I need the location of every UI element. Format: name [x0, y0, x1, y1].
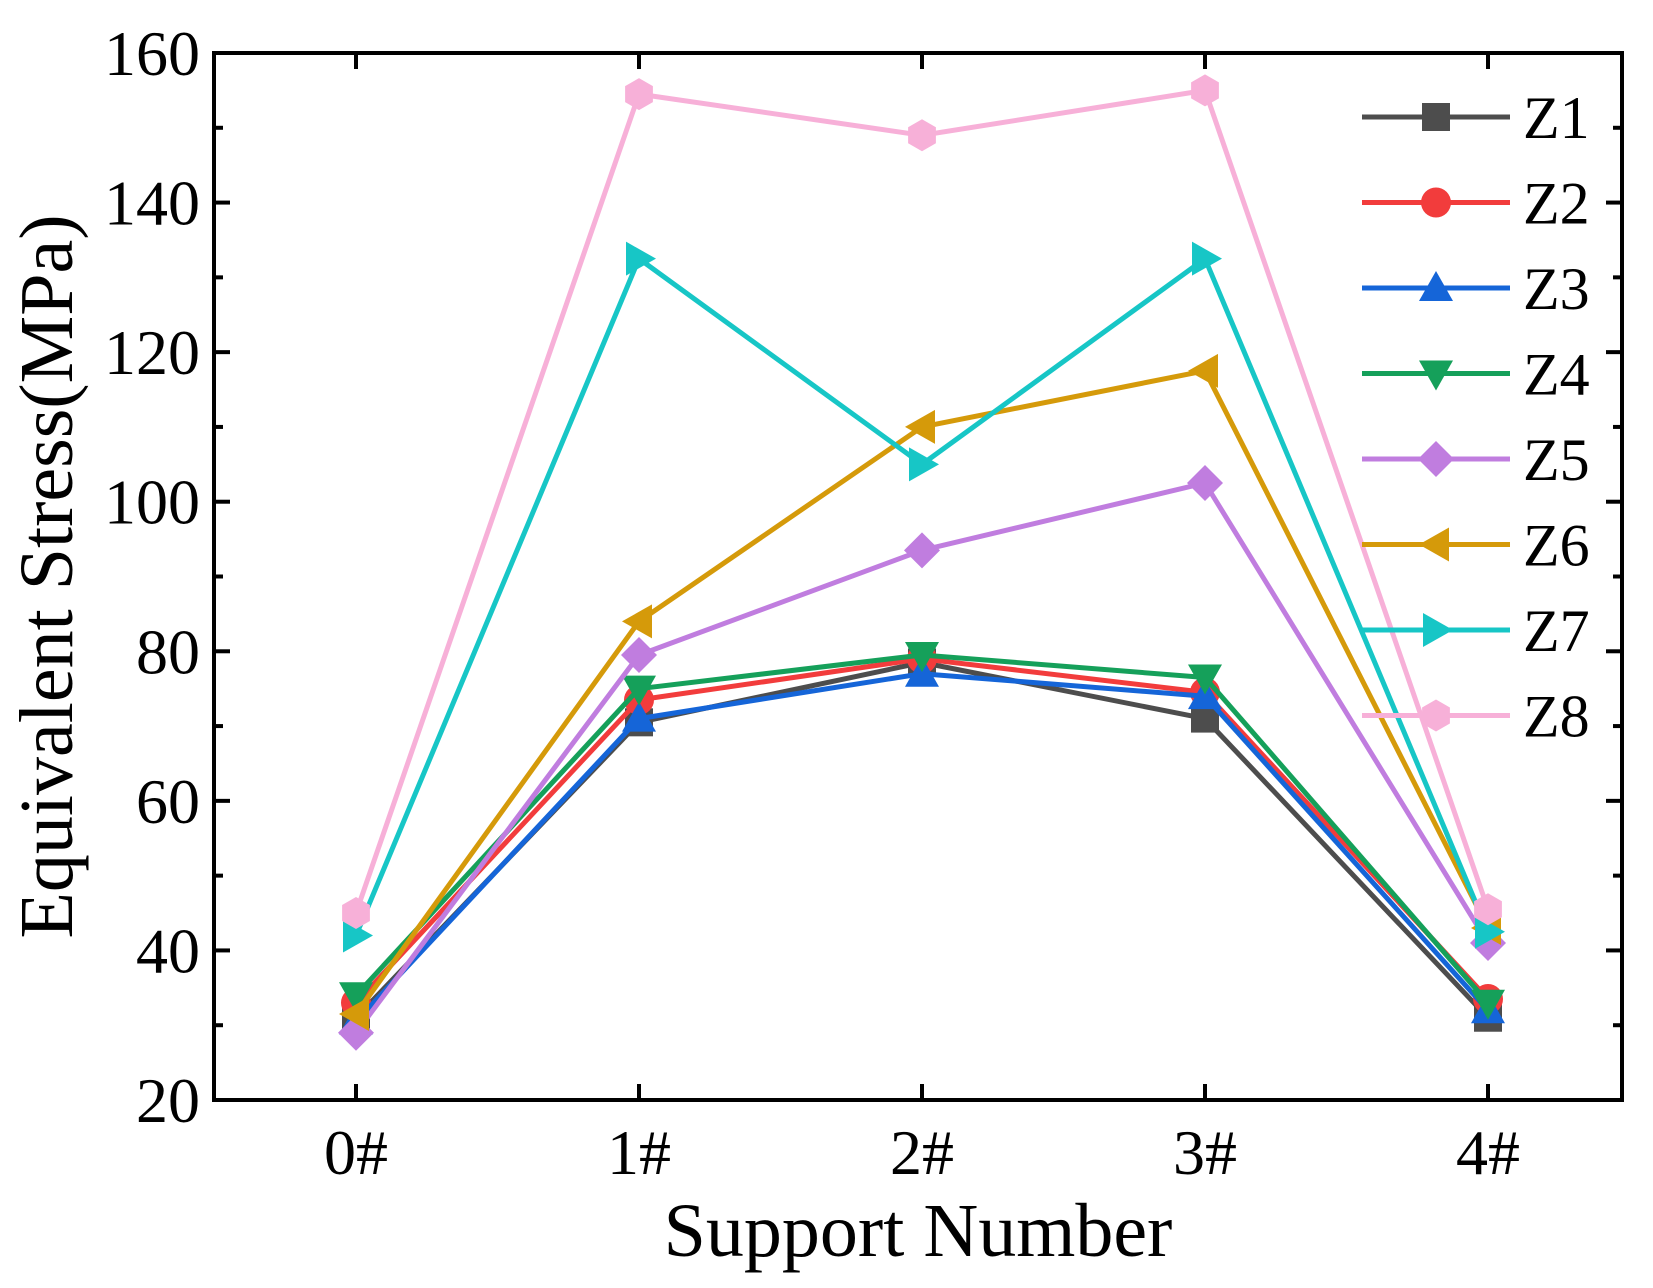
- data-point-z8: [1191, 74, 1219, 107]
- legend-item-z4: Z4: [1362, 342, 1590, 408]
- legend-item-z1: Z1: [1362, 85, 1590, 151]
- legend-label: Z5: [1523, 427, 1590, 493]
- data-point-z7: [343, 918, 373, 953]
- y-tick-label: 80: [136, 616, 200, 687]
- data-point-z7: [626, 241, 656, 276]
- series-z4: [339, 642, 1505, 1020]
- legend-label: Z7: [1523, 598, 1590, 664]
- legend-marker: [1419, 360, 1453, 391]
- series-z8: [342, 74, 1502, 929]
- legend-item-z6: Z6: [1362, 513, 1590, 579]
- legend-label: Z2: [1523, 171, 1590, 237]
- series-line-z8: [353, 87, 1491, 914]
- legend-item-z8: Z8: [1362, 684, 1590, 750]
- data-point-z4: [1471, 989, 1505, 1020]
- series-line-z2: [354, 656, 1490, 1005]
- legend-item-z5: Z5: [1362, 427, 1590, 493]
- y-axis-title: Equivalent Stress(MPa): [5, 214, 89, 938]
- legend-label: Z6: [1523, 513, 1590, 579]
- legend-marker: [1422, 699, 1450, 732]
- y-tick-label: 20: [136, 1065, 200, 1136]
- legend-item-z3: Z3: [1362, 256, 1590, 322]
- x-tick-label: 0#: [324, 1117, 388, 1188]
- data-point-z4: [905, 642, 939, 673]
- series-line-z4: [354, 652, 1490, 1005]
- data-point-z6: [339, 996, 369, 1031]
- legend: Z1 Z2 Z3 Z4 Z5 Z6 Z7 Z8: [1362, 85, 1590, 750]
- data-point-z5: [904, 532, 940, 569]
- data-point-z4: [622, 675, 656, 706]
- legend-marker: [1419, 527, 1449, 562]
- data-point-z6: [905, 409, 935, 444]
- series-z7: [343, 241, 1505, 953]
- data-point-z7: [1475, 914, 1505, 949]
- legend-item-z2: Z2: [1362, 171, 1590, 237]
- legend-marker: [1419, 271, 1453, 301]
- legend-marker: [1423, 613, 1453, 647]
- data-point-z7: [1192, 241, 1222, 276]
- data-point-z5: [621, 637, 657, 674]
- legend-label: Z1: [1523, 85, 1590, 151]
- legend-marker: [1422, 103, 1450, 131]
- x-tick-label: 3#: [1173, 1117, 1237, 1188]
- data-point-z8: [908, 119, 936, 152]
- legend-marker: [1421, 187, 1451, 218]
- series-z3: [339, 656, 1505, 1035]
- y-tick-label: 100: [104, 467, 200, 538]
- series-z1: [342, 648, 1502, 1032]
- legend-item-z7: Z7: [1362, 598, 1590, 664]
- data-point-z4: [1188, 664, 1222, 695]
- y-tick-label: 40: [136, 915, 200, 986]
- data-point-z7: [909, 447, 939, 482]
- x-axis-title: Support Number: [664, 1189, 1173, 1273]
- data-point-z8: [342, 897, 370, 929]
- data-point-z3: [622, 701, 656, 732]
- series-layer: [338, 74, 1506, 1051]
- y-tick-label: 120: [104, 317, 200, 388]
- x-tick-label: 1#: [607, 1117, 671, 1188]
- y-tick-label: 160: [104, 18, 200, 89]
- data-point-z5: [1187, 465, 1223, 502]
- data-point-z8: [625, 78, 653, 111]
- legend-label: Z4: [1523, 342, 1590, 408]
- legend-label: Z8: [1523, 684, 1590, 750]
- data-point-z6: [622, 604, 652, 639]
- data-point-z8: [1474, 893, 1502, 926]
- data-point-z4: [339, 982, 373, 1013]
- x-tick-label: 4#: [1456, 1117, 1520, 1188]
- series-z6: [339, 353, 1501, 1031]
- legend-label: Z3: [1523, 256, 1590, 322]
- y-tick-label: 140: [104, 168, 200, 239]
- data-point-z6: [1188, 353, 1218, 388]
- x-tick-label: 2#: [890, 1117, 954, 1188]
- axis-ticks: 20 40 60 80 100 120 140 160 0# 1# 2# 3# 4#: [104, 18, 1622, 1188]
- legend-marker: [1418, 441, 1454, 477]
- y-tick-label: 60: [136, 766, 200, 837]
- series-line-z3: [354, 671, 1490, 1024]
